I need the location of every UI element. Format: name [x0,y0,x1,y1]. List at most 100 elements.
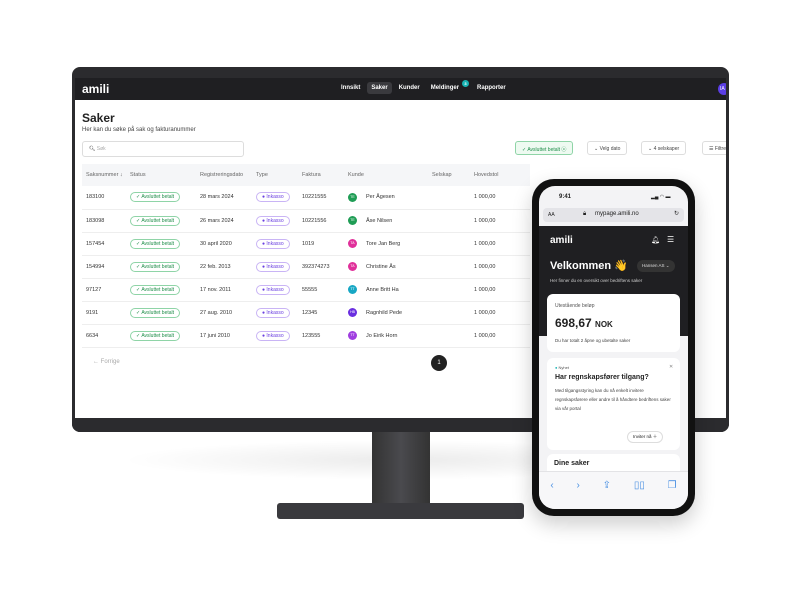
customer-avatar: TE [348,192,357,202]
prev-page-button[interactable]: ← Forrige [93,359,120,365]
more-filters-label: Filtre [714,146,726,152]
plus-icon: ＋ [652,434,658,439]
column-header[interactable]: Faktura [298,164,344,186]
table-row[interactable]: 9191 ✓ Avsluttet betalt 27 aug. 2010 ● I… [82,301,530,325]
case-number: 9191 [82,301,126,325]
status-badge: ✓ Avsluttet betalt [130,330,181,341]
welcome-heading: Velkommen 👋 [550,260,628,272]
search-icon: 🔍︎ [89,146,97,152]
monitor-base [277,503,524,519]
status-label: Avsluttet betalt [141,309,175,316]
status-badge: ✓ Avsluttet betalt [130,284,181,295]
news-tag-label: Nyhet [558,365,569,370]
column-header[interactable]: Selskap [428,164,470,186]
news-title: Har regnskapsfører tilgang? [555,374,649,381]
invoice-number: 12345 [298,301,344,325]
customer-name: Per Ågesen [362,186,428,210]
share-icon[interactable]: ⇪ [602,480,612,491]
column-header[interactable]: Type [252,164,298,186]
user-avatar[interactable]: IA [718,83,726,95]
column-header[interactable]: Registreringsdato [196,164,252,186]
browser-toolbar: ‹ › ⇪ ▯▯ ❐ [539,471,688,509]
column-header[interactable]: Kunde [344,164,364,186]
menu-icon[interactable]: ☰ [667,235,675,244]
company-filter[interactable]: ⌄ 4 selskaper [641,141,687,155]
table-row[interactable]: 154994 ✓ Avsluttet betalt 22 feb. 2013 ●… [82,255,530,279]
type-badge: ● Inkasso [256,284,290,295]
status-badge: ✓ Avsluttet betalt [130,192,181,203]
company-cell [428,278,470,302]
close-icon[interactable]: ✕ [669,364,674,370]
date-filter[interactable]: ⌄ Velg dato [587,141,628,155]
more-filters[interactable]: ☰ Filtre [702,141,726,155]
phone-logo[interactable]: amili [550,235,573,246]
monitor-stand [372,432,430,506]
news-tag: ● Nyhet [555,365,569,370]
nav-innsikt[interactable]: Innsikt [341,85,361,91]
outstanding-label: Utestående beløp [555,303,595,309]
reload-icon[interactable]: ↻ [674,211,680,217]
url: mypage.amili.no [595,211,639,217]
address-bar[interactable]: AA 🔒︎ mypage.amili.no ↻ [543,208,684,222]
intro-text: Her finner du en oversikt over bedriften… [550,278,643,283]
page-1-button[interactable]: 1 [431,355,447,371]
back-icon[interactable]: ‹ [550,480,554,491]
type-cell: ● Inkasso [252,209,298,233]
table-row[interactable]: 157454 ✓ Avsluttet betalt 30 april 2020 … [82,232,530,256]
bell-icon[interactable]: 🔔︎ [651,237,660,244]
principal-amount: 1 000,00 [470,232,530,256]
nav-rapporter[interactable]: Rapporter [477,85,506,91]
company-selector[interactable]: Hansen AS ⌄ [637,260,675,272]
status-badge: ✓ Avsluttet betalt [130,261,181,272]
status-label: Avsluttet betalt [141,240,175,247]
customer-avatar: TA [348,262,357,271]
status-cell: ✓ Avsluttet betalt [126,255,196,279]
tabs-icon[interactable]: ❐ [667,480,677,491]
customer-avatar-cell: TT [344,278,362,302]
type-badge: ● Inkasso [256,215,290,226]
status-filter-chip[interactable]: ✓ Avsluttet betalt ⓧ [515,141,574,155]
table-row[interactable]: 183100 ✓ Avsluttet betalt 28 mars 2024 ●… [82,186,530,210]
table-row[interactable]: 6634 ✓ Avsluttet betalt 17 juni 2010 ● I… [82,324,530,348]
invite-button[interactable]: Inviter nå ＋ [627,431,664,443]
forward-icon[interactable]: › [576,480,580,491]
customer-avatar-cell: HB [344,301,362,325]
outstanding-note: Du har totalt 2 åpne og ubetalte saker [555,338,631,343]
bookmarks-icon[interactable]: ▯▯ [633,480,645,491]
invoice-number: 1019 [298,232,344,256]
table-row[interactable]: 97127 ✓ Avsluttet betalt 17 nov. 2011 ● … [82,278,530,302]
type-label: Inkasso [266,194,284,201]
status-label: Avsluttet betalt [141,217,175,224]
text-size-button[interactable]: AA [548,212,555,218]
nav-meldinger-label: Meldinger [430,85,460,91]
nav-kunder[interactable]: Kunder [398,85,420,91]
status-icons: ▂▄ ◠ ▬ [651,194,671,200]
column-header[interactable]: Saksnummer ↓ [82,164,126,186]
type-cell: ● Inkasso [252,278,298,302]
principal-amount: 1 000,00 [470,324,530,348]
table-row[interactable]: 183098 ✓ Avsluttet betalt 26 mars 2024 ●… [82,209,530,233]
customer-name: Ragnhild Pede [362,301,428,325]
registration-date: 27 aug. 2010 [196,301,252,325]
amount-value: 698,67 [555,316,592,330]
type-label: Inkasso [266,309,284,316]
registration-date: 17 nov. 2011 [196,278,252,302]
cases-title: Dine saker [554,460,590,467]
nav-meldinger[interactable]: Meldinger 3 [427,80,470,94]
customer-avatar: TT [348,285,357,294]
lock-icon: 🔒︎ [583,211,587,217]
remove-filter-icon[interactable]: ⓧ [561,147,567,153]
column-header[interactable]: Status [126,164,196,186]
table-header: Saksnummer ↓ Status Registreringsdato Type F… [82,164,530,186]
customer-avatar: TE [348,216,357,225]
column-header[interactable] [362,164,428,186]
search-input[interactable]: 🔍︎ Søk [82,141,244,157]
news-body: Med tilgangsstyring kan du nå enkelt inv… [555,388,671,411]
logo[interactable]: amili [82,82,110,96]
invoice-number: 10221556 [298,209,344,233]
status-cell: ✓ Avsluttet betalt [126,209,196,233]
type-label: Inkasso [266,286,284,293]
company-cell [428,255,470,279]
nav-saker[interactable]: Saker [367,82,392,94]
column-header[interactable]: Hovedstol [470,164,530,186]
